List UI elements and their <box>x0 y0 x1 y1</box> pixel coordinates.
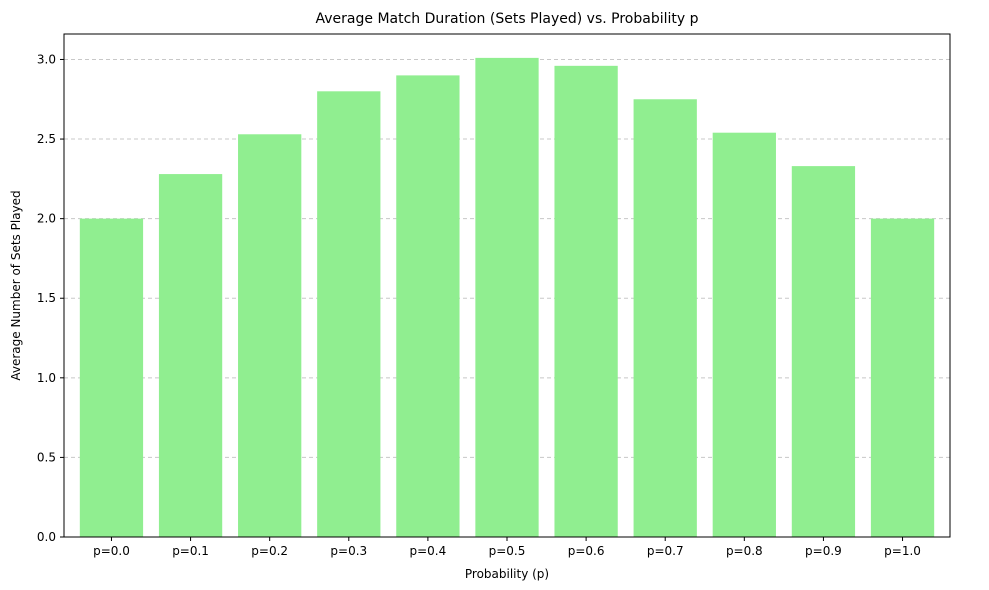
x-tick-label: p=0.5 <box>489 544 526 558</box>
bar-p=0.6 <box>554 65 618 537</box>
bar-p=0.2 <box>238 134 302 537</box>
x-axis-ticks: p=0.0 p=0.1 p=0.2 p=0.3 p=0.4 p=0.5 p=0.6 p=0.7… <box>93 537 921 558</box>
y-tick-label: 0.5 <box>37 450 56 464</box>
x-tick-label: p=0.4 <box>410 544 447 558</box>
x-tick-label: p=0.8 <box>726 544 763 558</box>
bar-p=0.9 <box>791 166 856 537</box>
bar-p=1.0 <box>870 218 935 537</box>
x-axis-title: Probability (p) <box>465 567 549 581</box>
bar-p=0.7 <box>633 99 697 537</box>
bar-p=0.4 <box>396 75 460 537</box>
bars <box>79 57 935 538</box>
y-tick-label: 2.0 <box>37 212 56 226</box>
y-tick-label: 3.0 <box>37 52 56 66</box>
chart-title: Average Match Duration (Sets Played) vs.… <box>316 11 699 27</box>
bar-p=0.1 <box>158 174 223 538</box>
bar-p=0.3 <box>317 91 381 537</box>
y-tick-label: 0.0 <box>37 530 56 544</box>
bar-p=0.5 <box>475 57 539 537</box>
y-axis-title: Average Number of Sets Played <box>9 190 23 380</box>
x-tick-label: p=0.7 <box>647 544 684 558</box>
x-tick-label: p=0.0 <box>93 544 130 558</box>
y-tick-label: 1.0 <box>37 371 56 385</box>
bar-p=0.0 <box>79 218 144 537</box>
x-tick-label: p=0.9 <box>805 544 842 558</box>
y-tick-label: 2.5 <box>37 132 56 146</box>
x-tick-label: p=0.1 <box>172 544 209 558</box>
x-tick-label: p=1.0 <box>884 544 921 558</box>
x-tick-label: p=0.2 <box>251 544 288 558</box>
x-tick-label: p=0.6 <box>568 544 605 558</box>
x-tick-label: p=0.3 <box>330 544 367 558</box>
y-axis-ticks: 0.0 0.5 1.0 1.5 2.0 2.5 3.0 <box>37 52 64 544</box>
bar-p=0.8 <box>712 132 776 537</box>
y-tick-label: 1.5 <box>37 291 56 305</box>
